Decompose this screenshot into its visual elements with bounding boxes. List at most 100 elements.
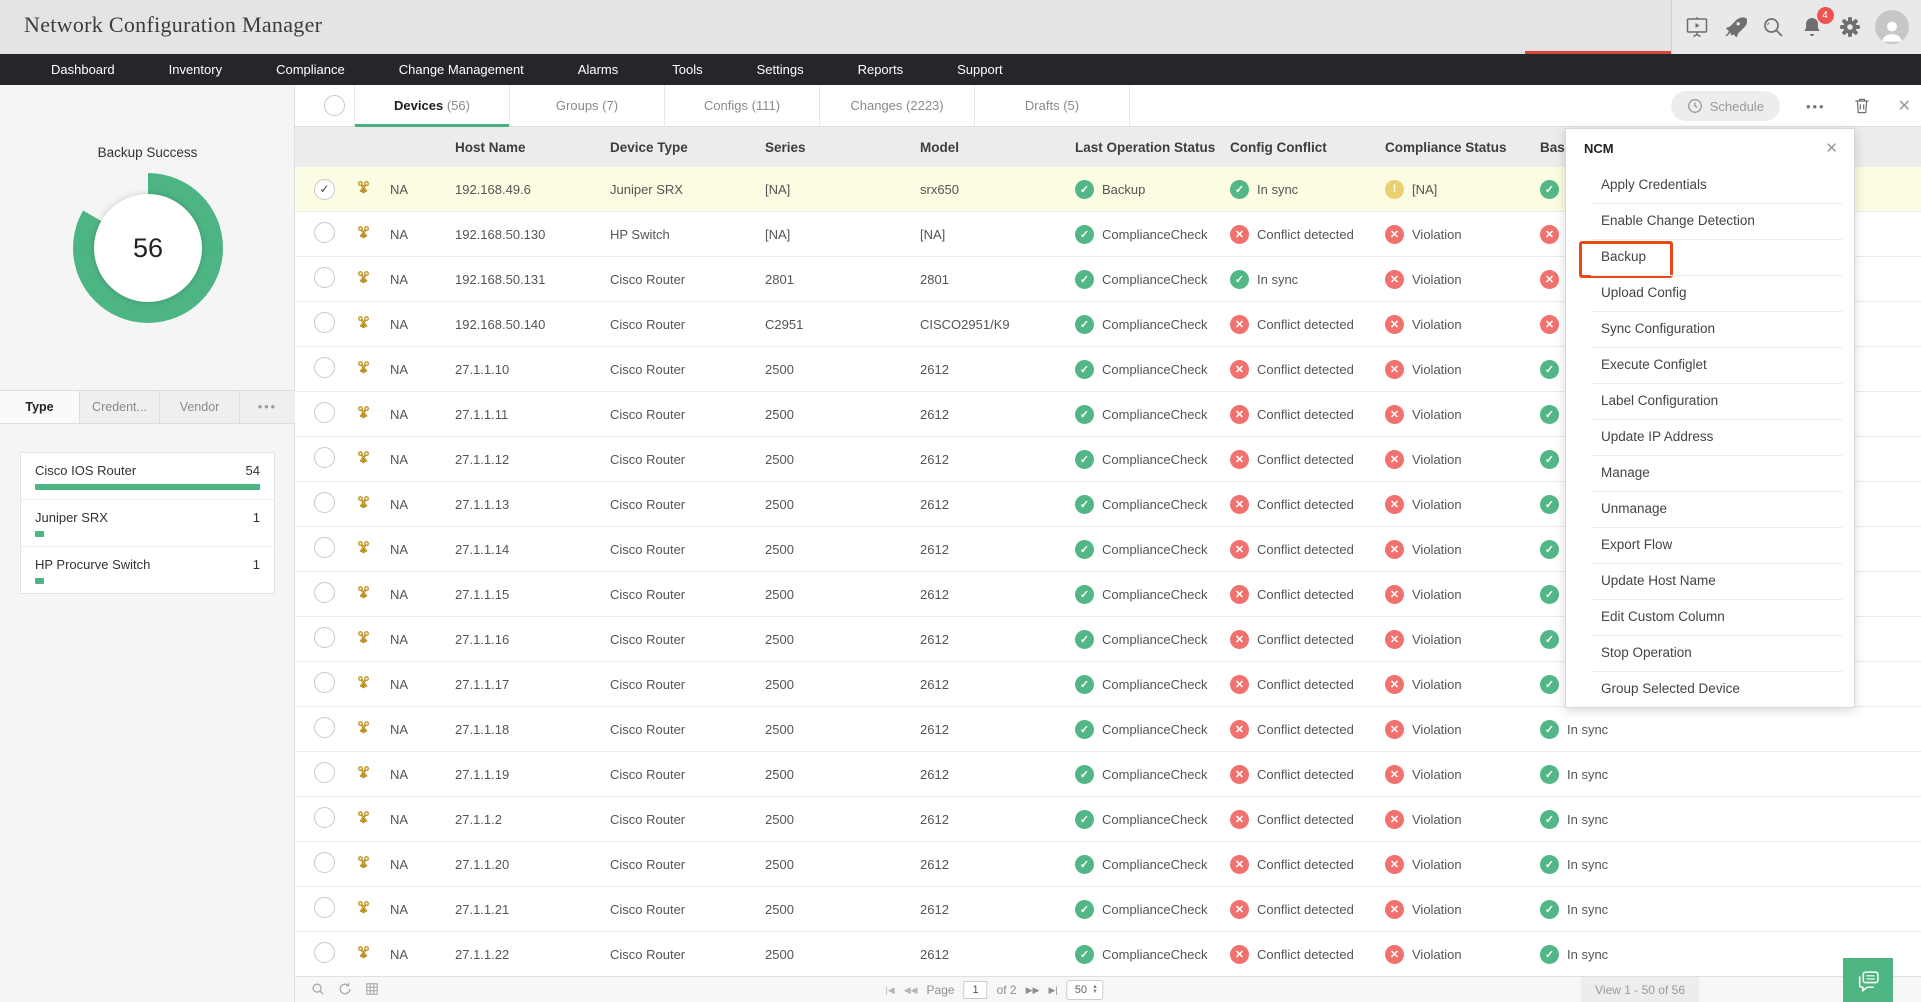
gear-icon[interactable] (1837, 14, 1863, 40)
presentation-icon[interactable] (1684, 14, 1710, 40)
page-number-input[interactable] (963, 981, 988, 999)
page-size-select[interactable]: 50 ▲ ▼ (1066, 980, 1103, 1000)
menu-item-update-ip-address[interactable]: Update IP Address (1566, 419, 1854, 455)
menu-item-manage[interactable]: Manage (1566, 455, 1854, 491)
table-row[interactable]: NA 27.1.1.21 Cisco Router 2500 2612 ✓ Complian… (295, 887, 1921, 932)
row-checkbox[interactable]: ✓ (314, 178, 335, 200)
menu-item-update-host-name[interactable]: Update Host Name (1566, 563, 1854, 599)
nav-item-inventory[interactable]: Inventory (168, 62, 223, 77)
status-ok-icon: ✓ (1540, 449, 1559, 469)
column-header-config-conflict[interactable]: Config Conflict (1230, 139, 1327, 155)
nav-item-settings[interactable]: Settings (756, 62, 804, 77)
cell-model: 2612 (920, 496, 949, 512)
row-checkbox[interactable] (314, 492, 335, 513)
menu-item-apply-credentials[interactable]: Apply Credentials (1601, 177, 1707, 192)
table-row[interactable]: NA 27.1.1.2 Cisco Router 2500 2612 ✓ Complianc… (295, 797, 1921, 842)
list-item[interactable]: Juniper SRX 1 (21, 500, 274, 547)
search-icon[interactable] (1760, 14, 1786, 40)
menu-item-backup[interactable]: Backup (1566, 239, 1854, 278)
menu-item-upload-config[interactable]: Upload Config (1566, 275, 1854, 311)
table-row[interactable]: NA 27.1.1.22 Cisco Router 2500 2612 ✓ Complian… (295, 932, 1921, 977)
list-item[interactable]: Cisco IOS Router 54 (21, 453, 274, 500)
column-header-series[interactable]: Series (765, 139, 806, 155)
footer-grid-icon[interactable] (365, 982, 379, 999)
nav-item-reports[interactable]: Reports (857, 62, 904, 77)
page-prev-button[interactable]: ◀◀ (903, 984, 918, 995)
menu-item-group-selected-device[interactable]: Group Selected Device (1566, 671, 1854, 707)
menu-item-unmanage[interactable]: Unmanage (1566, 491, 1854, 527)
row-checkbox[interactable] (314, 357, 335, 378)
nav-item-compliance[interactable]: Compliance (276, 62, 345, 77)
row-checkbox[interactable] (314, 672, 335, 693)
row-checkbox[interactable] (314, 897, 335, 918)
row-checkbox[interactable] (314, 717, 335, 738)
column-header-device-type[interactable]: Device Type (610, 139, 688, 155)
row-checkbox[interactable] (314, 402, 335, 423)
row-checkbox[interactable] (314, 312, 335, 333)
nav-item-support[interactable]: Support (957, 62, 1003, 77)
cell-device-type: Cisco Router (610, 766, 686, 782)
status-error-icon: ✕ (1385, 674, 1404, 694)
device-type-bar (35, 578, 44, 584)
menu-item-label-configuration[interactable]: Label Configuration (1566, 383, 1854, 419)
footer-search-icon[interactable] (311, 982, 325, 999)
menu-item-export-flow[interactable]: Export Flow (1566, 527, 1854, 563)
list-item[interactable]: HP Procurve Switch 1 (21, 547, 274, 593)
row-checkbox[interactable] (314, 582, 335, 603)
table-row[interactable]: NA 27.1.1.19 Cisco Router 2500 2612 ✓ Complian… (295, 752, 1921, 797)
user-avatar[interactable] (1874, 10, 1909, 44)
row-checkbox[interactable] (314, 807, 335, 828)
sidebar-tab-credent[interactable]: Credent... (80, 391, 160, 423)
cell-device-type: Cisco Router (610, 946, 686, 962)
row-checkbox[interactable] (314, 537, 335, 558)
row-checkbox[interactable] (314, 942, 335, 963)
cell-host-name: 27.1.1.16 (455, 631, 510, 647)
menu-item-execute-configlet[interactable]: Execute Configlet (1566, 347, 1854, 383)
rocket-icon[interactable] (1722, 14, 1748, 40)
more-actions-button[interactable]: ••• (1805, 98, 1826, 114)
tab-configs[interactable]: Configs (111) (665, 85, 820, 126)
nav-item-alarms[interactable]: Alarms (577, 62, 619, 77)
page-first-button[interactable]: |◀ (885, 984, 895, 995)
tab-drafts[interactable]: Drafts (5) (975, 85, 1130, 126)
tab-changes[interactable]: Changes (2223) (820, 85, 975, 126)
column-header-last-operation-status[interactable]: Last Operation Status (1075, 139, 1216, 155)
nav-item-dashboard[interactable]: Dashboard (51, 62, 115, 77)
status-ok-icon: ✓ (1075, 584, 1094, 604)
status-error-icon: ✕ (1385, 764, 1404, 784)
more-tabs-icon[interactable]: ••• (257, 400, 278, 414)
cell-model: [NA] (920, 226, 946, 242)
sidebar-tab-type[interactable]: Type (0, 391, 80, 423)
row-checkbox[interactable] (314, 762, 335, 783)
menu-item-stop-operation[interactable]: Stop Operation (1566, 635, 1854, 671)
close-panel-icon[interactable]: ✕ (1897, 98, 1911, 115)
nav-item-tools[interactable]: Tools (672, 62, 703, 77)
page-last-button[interactable]: ▶| (1048, 984, 1058, 995)
menu-item-sync-configuration[interactable]: Sync Configuration (1566, 311, 1854, 347)
table-row[interactable]: NA 27.1.1.20 Cisco Router 2500 2612 ✓ Complian… (295, 842, 1921, 887)
status-label: ComplianceCheck (1102, 721, 1208, 737)
row-checkbox[interactable] (314, 447, 335, 468)
row-checkbox[interactable] (314, 267, 335, 288)
close-menu-icon[interactable]: ✕ (1825, 140, 1838, 157)
notifications-bell-icon[interactable]: 4 (1799, 7, 1834, 40)
row-checkbox[interactable] (314, 222, 335, 243)
select-all-checkbox[interactable] (323, 95, 345, 116)
row-checkbox[interactable] (314, 627, 335, 648)
sidebar-tab-vendor[interactable]: Vendor (160, 391, 240, 423)
schedule-button[interactable]: Schedule (1670, 91, 1780, 121)
page-next-button[interactable]: ▶▶ (1025, 984, 1040, 995)
tab-groups[interactable]: Groups (7) (510, 85, 665, 126)
row-checkbox[interactable] (314, 852, 335, 873)
column-header-host-name[interactable]: Host Name (455, 139, 526, 155)
column-header-compliance-status[interactable]: Compliance Status (1385, 139, 1507, 155)
menu-item-edit-custom-column[interactable]: Edit Custom Column (1566, 599, 1854, 635)
column-header-model[interactable]: Model (920, 139, 959, 155)
menu-item-enable-change-detection[interactable]: Enable Change Detection (1566, 203, 1854, 239)
nav-item-change-management[interactable]: Change Management (398, 62, 524, 77)
table-row[interactable]: NA 27.1.1.18 Cisco Router 2500 2612 ✓ Complian… (295, 707, 1921, 752)
delete-icon[interactable] (1852, 96, 1872, 116)
footer-refresh-icon[interactable] (338, 982, 352, 999)
chat-button[interactable] (1843, 958, 1893, 1002)
tab-devices[interactable]: Devices (56) (355, 85, 510, 127)
